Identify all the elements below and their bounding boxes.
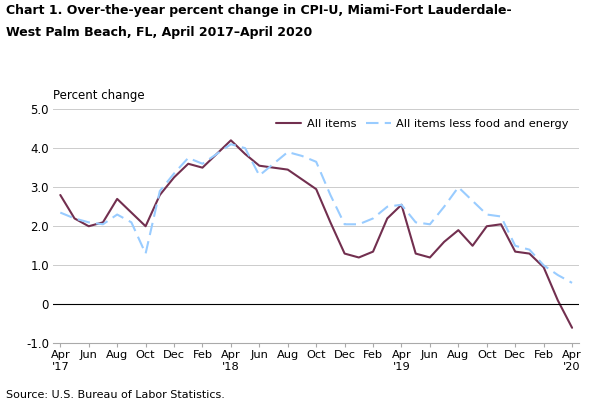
All items less food and energy: [270, 161, 277, 166]
All items less food and energy: [355, 222, 362, 227]
All items less food and energy: [341, 222, 348, 227]
All items: [540, 265, 547, 270]
All items: [554, 298, 561, 303]
Legend: All items, All items less food and energy: All items, All items less food and energ…: [272, 115, 573, 134]
All items less food and energy: [156, 189, 163, 194]
All items less food and energy: [228, 142, 235, 147]
All items: [313, 187, 320, 191]
All items: [355, 255, 362, 260]
All items: [440, 240, 447, 244]
All items: [113, 196, 121, 201]
All items: [412, 251, 419, 256]
All items: [199, 165, 206, 170]
All items: [512, 249, 519, 254]
All items less food and energy: [384, 204, 391, 209]
All items: [128, 210, 135, 215]
All items: [57, 193, 64, 198]
All items: [298, 177, 306, 182]
All items: [270, 165, 277, 170]
All items less food and energy: [199, 161, 206, 166]
All items less food and energy: [440, 204, 447, 209]
All items: [569, 325, 576, 330]
All items less food and energy: [99, 222, 106, 227]
All items less food and energy: [128, 220, 135, 225]
All items: [242, 152, 249, 156]
All items less food and energy: [256, 173, 263, 178]
All items: [327, 220, 334, 225]
All items: [526, 251, 533, 256]
All items less food and energy: [498, 214, 505, 219]
All items: [384, 216, 391, 221]
All items: [99, 220, 106, 225]
Line: All items: All items: [60, 140, 572, 328]
All items: [284, 167, 291, 172]
All items: [156, 193, 163, 198]
All items: [369, 249, 376, 254]
Text: Source: U.S. Bureau of Labor Statistics.: Source: U.S. Bureau of Labor Statistics.: [6, 390, 225, 400]
All items less food and energy: [170, 171, 177, 176]
All items: [483, 224, 491, 229]
All items: [498, 222, 505, 227]
All items less food and energy: [327, 193, 334, 198]
All items less food and energy: [213, 152, 220, 156]
All items less food and energy: [455, 185, 462, 189]
All items less food and energy: [554, 273, 561, 278]
All items less food and energy: [412, 220, 419, 225]
All items less food and energy: [398, 202, 405, 207]
All items: [170, 175, 177, 180]
All items less food and energy: [298, 154, 306, 158]
All items less food and energy: [185, 156, 192, 160]
All items: [455, 228, 462, 233]
All items less food and energy: [569, 280, 576, 285]
Text: West Palm Beach, FL, April 2017–April 2020: West Palm Beach, FL, April 2017–April 20…: [6, 26, 312, 39]
All items: [71, 216, 78, 221]
All items less food and energy: [526, 247, 533, 252]
All items less food and energy: [540, 263, 547, 268]
All items: [185, 161, 192, 166]
All items less food and energy: [142, 251, 149, 256]
All items less food and energy: [313, 159, 320, 164]
All items less food and energy: [113, 212, 121, 217]
All items: [398, 202, 405, 207]
All items: [213, 152, 220, 156]
All items: [228, 138, 235, 143]
All items: [256, 163, 263, 168]
All items less food and energy: [369, 216, 376, 221]
All items less food and energy: [284, 149, 291, 154]
All items less food and energy: [483, 212, 491, 217]
Text: Percent change: Percent change: [53, 89, 145, 102]
All items: [142, 224, 149, 229]
All items: [469, 243, 476, 248]
All items less food and energy: [242, 146, 249, 151]
All items less food and energy: [71, 216, 78, 221]
All items: [426, 255, 433, 260]
All items: [341, 251, 348, 256]
Text: Chart 1. Over-the-year percent change in CPI-U, Miami-Fort Lauderdale-: Chart 1. Over-the-year percent change in…: [6, 4, 512, 17]
All items less food and energy: [85, 220, 92, 225]
All items less food and energy: [469, 198, 476, 203]
All items less food and energy: [57, 210, 64, 215]
All items: [85, 224, 92, 229]
All items less food and energy: [512, 243, 519, 248]
All items less food and energy: [426, 222, 433, 227]
Line: All items less food and energy: All items less food and energy: [60, 144, 572, 283]
